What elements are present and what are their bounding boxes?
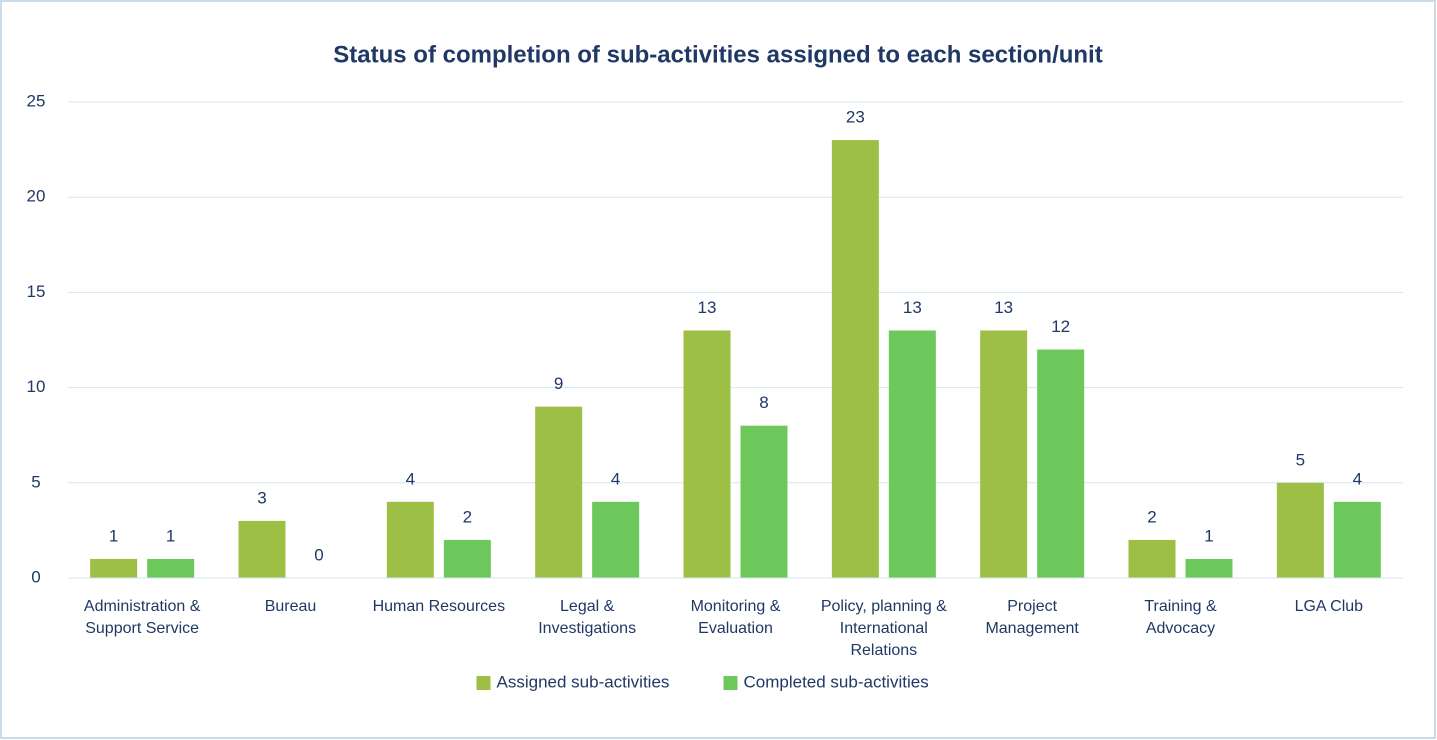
legend-label: Assigned sub-activities	[497, 672, 670, 691]
x-tick-label: LGA Club	[1294, 598, 1364, 615]
y-tick-label: 15	[27, 282, 46, 301]
bar	[443, 539, 491, 578]
chart-title: Status of completion of sub-activities a…	[333, 41, 1102, 68]
y-tick-label: 10	[27, 377, 46, 396]
bar	[831, 140, 879, 578]
bar	[238, 520, 286, 578]
data-label: 5	[1296, 450, 1305, 469]
y-tick-label: 20	[27, 187, 46, 206]
data-label: 3	[257, 488, 266, 507]
y-tick-label: 5	[31, 472, 40, 491]
data-label: 8	[759, 393, 768, 412]
data-label: 23	[846, 108, 865, 127]
data-label: 0	[314, 545, 323, 564]
x-tick-label: Legal & Investigations	[538, 598, 637, 637]
bar	[386, 501, 434, 578]
y-tick-label: 0	[31, 567, 40, 586]
bar	[740, 425, 788, 578]
legend-swatch	[476, 676, 491, 690]
x-tick-label: Project Management	[985, 598, 1079, 637]
data-label: 1	[166, 526, 175, 545]
data-label: 13	[698, 298, 717, 317]
x-tick-label: Policy, planning & International Relatio…	[820, 598, 947, 659]
data-label: 2	[1147, 507, 1156, 526]
bar	[90, 558, 138, 578]
bar	[683, 330, 731, 578]
data-label: 4	[611, 469, 620, 488]
x-tick-label: Bureau	[264, 598, 317, 615]
x-tick-label: Training & Advocacy	[1144, 598, 1217, 637]
data-label: 4	[406, 469, 415, 488]
bar	[1185, 558, 1233, 578]
y-tick-label: 25	[27, 91, 46, 110]
bar	[1128, 539, 1176, 578]
data-label: 13	[903, 298, 922, 317]
data-label: 1	[109, 526, 118, 545]
x-tick-label: Administration & Support Service	[83, 598, 201, 637]
data-label: 13	[994, 298, 1013, 317]
bar	[888, 330, 936, 578]
data-label: 2	[463, 507, 472, 526]
bar	[1037, 349, 1085, 578]
bar	[980, 330, 1028, 578]
data-label: 9	[554, 374, 563, 393]
legend-label: Completed sub-activities	[744, 672, 929, 691]
bar	[535, 406, 583, 578]
bar	[592, 501, 640, 578]
legend-swatch	[723, 676, 738, 690]
data-label: 1	[1204, 526, 1213, 545]
x-tick-label: Monitoring & Evaluation	[690, 598, 781, 637]
bar	[1333, 501, 1381, 578]
bar	[147, 558, 195, 578]
data-label: 12	[1051, 317, 1070, 336]
data-label: 4	[1353, 469, 1362, 488]
x-tick-label: Human Resources	[372, 598, 506, 615]
bar	[1276, 482, 1324, 578]
